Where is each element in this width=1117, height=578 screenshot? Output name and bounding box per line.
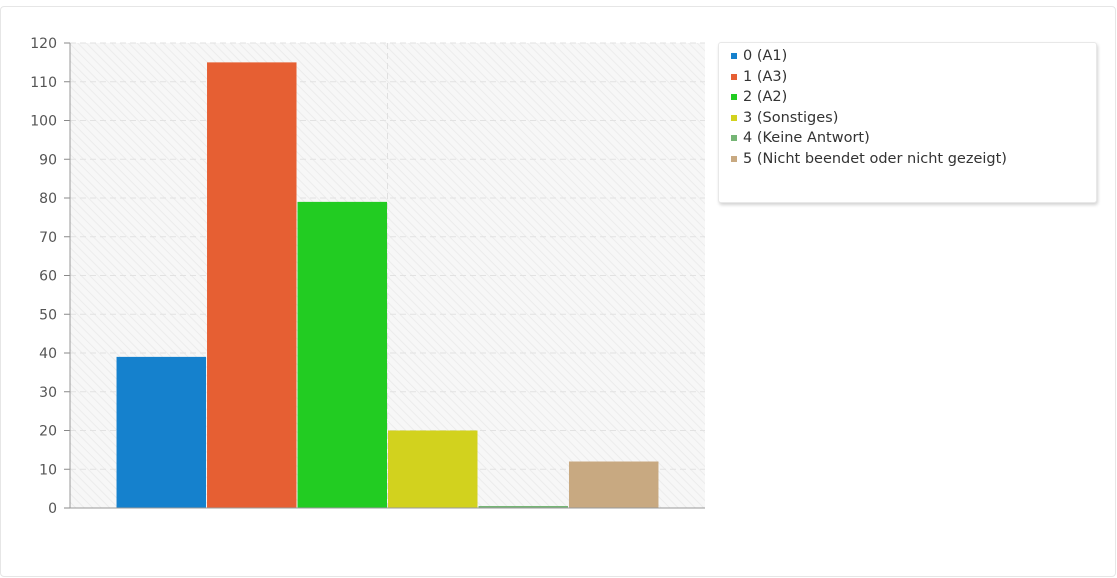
- legend-swatch: [731, 53, 737, 60]
- legend-item[interactable]: 0 (A1): [731, 46, 1096, 67]
- bar: [207, 62, 297, 508]
- bar: [388, 430, 478, 508]
- y-tick-label: 0: [48, 501, 57, 517]
- legend-label: 4 (Keine Antwort): [743, 130, 870, 147]
- y-tick-label: 110: [30, 75, 57, 91]
- legend-label: 1 (A3): [743, 68, 788, 85]
- legend-swatch: [731, 73, 737, 80]
- legend: 0 (A1) 1 (A3) 2 (A2) 3 (Sonstiges) 4 (Ke…: [718, 42, 1097, 203]
- legend-item[interactable]: 2 (A2): [731, 87, 1096, 108]
- legend-swatch: [731, 135, 737, 142]
- y-tick-label: 20: [39, 424, 57, 440]
- bar: [568, 461, 659, 508]
- y-tick-label: 120: [30, 36, 57, 52]
- y-tick-label: 30: [39, 385, 57, 401]
- bar: [297, 201, 387, 508]
- legend-label: 5 (Nicht beendet oder nicht gezeigt): [743, 150, 1007, 167]
- y-tick-label: 90: [39, 152, 57, 168]
- y-tick-label: 60: [39, 269, 57, 285]
- bar: [116, 356, 207, 508]
- legend-label: 3 (Sonstiges): [743, 109, 839, 126]
- legend-item[interactable]: 5 (Nicht beendet oder nicht gezeigt): [731, 149, 1096, 170]
- legend-item[interactable]: 4 (Keine Antwort): [731, 128, 1096, 149]
- legend-label: 2 (A2): [743, 89, 788, 106]
- y-tick-label: 70: [39, 230, 57, 246]
- y-tick-label: 40: [39, 346, 57, 362]
- bar: [478, 506, 568, 508]
- y-tick-label: 10: [39, 462, 57, 478]
- legend-item[interactable]: 1 (A3): [731, 67, 1096, 88]
- y-tick-label: 50: [39, 307, 57, 323]
- y-tick-label: 100: [30, 114, 57, 130]
- legend-label: 0 (A1): [743, 48, 788, 65]
- legend-item[interactable]: 3 (Sonstiges): [731, 108, 1096, 129]
- legend-swatch: [731, 155, 737, 162]
- y-tick-label: 80: [39, 191, 57, 207]
- legend-swatch: [731, 114, 737, 121]
- legend-swatch: [731, 94, 737, 101]
